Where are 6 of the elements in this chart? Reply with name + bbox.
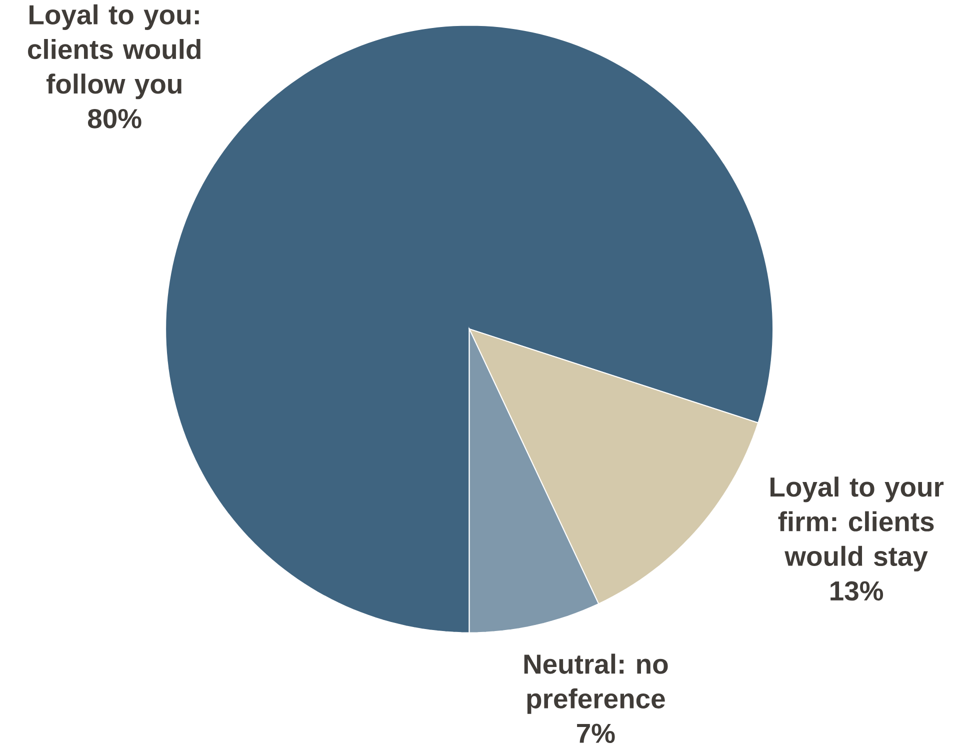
data-label: 13% — [830, 581, 884, 600]
slice-label: Loyal to your firm: clients would stay — [770, 476, 944, 572]
data-label: 7% — [577, 724, 615, 743]
slice-label: Loyal to you: clients would follow you — [28, 4, 200, 100]
data-label: 80% — [88, 108, 142, 128]
slice-label: Neutral: no preference — [524, 654, 668, 714]
